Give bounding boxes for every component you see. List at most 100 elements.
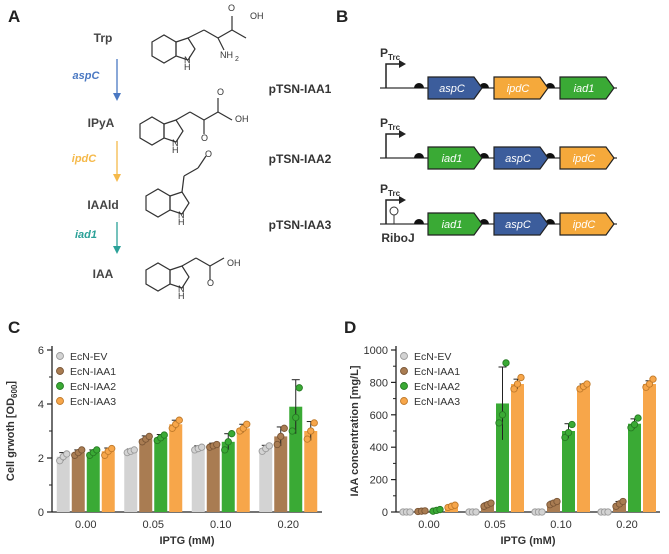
bar-ecn-iaa3 <box>101 451 115 512</box>
bar-ecn-iaa3 <box>236 428 250 512</box>
legend-label: EcN-EV <box>414 351 451 363</box>
y-tick-label: 800 <box>370 377 388 389</box>
ipya-o-top: O <box>217 87 224 97</box>
y-tick-label: 600 <box>370 410 388 422</box>
data-point <box>495 419 503 427</box>
iaa-structure <box>145 257 225 292</box>
bar-ecn-ev <box>124 451 138 512</box>
data-point <box>630 420 639 429</box>
enzyme-ipdc: ipdC <box>72 153 97 165</box>
data-point <box>273 440 281 449</box>
gene-label: ipdC <box>573 153 596 165</box>
data-point <box>310 419 318 427</box>
data-point <box>292 413 300 422</box>
constructs: pTSN-IAA1 PTrc aspC ipdC iad1 pTSN-IAA2 PTrc ia… <box>269 46 617 245</box>
data-point <box>228 430 236 438</box>
legend-label: EcN-IAA3 <box>414 396 460 408</box>
bar-ecn-iaa1 <box>274 436 288 512</box>
legend-marker <box>400 352 408 360</box>
panel-b-label: B <box>336 7 348 26</box>
gene-aspc <box>493 146 549 170</box>
legend-label: EcN-IAA1 <box>70 366 116 378</box>
trp-nh2: NH <box>220 50 233 60</box>
bar-ecn-iaa2 <box>628 423 641 512</box>
data-point <box>93 446 101 454</box>
data-point <box>583 380 591 388</box>
molecule-trp: Trp <box>94 31 113 45</box>
data-point <box>451 501 459 509</box>
bar-ecn-iaa3 <box>304 431 318 512</box>
panel-d-label: D <box>344 318 356 337</box>
bar-ecn-ev <box>191 448 205 512</box>
bar-ecn-iaa1 <box>613 503 626 512</box>
x-tick-label: 0.10 <box>550 519 571 531</box>
y-tick-label: 400 <box>370 442 388 454</box>
legend-marker <box>56 397 64 405</box>
iaa-n: N <box>178 284 185 294</box>
gene-label: ipdC <box>507 83 530 95</box>
data-point <box>568 420 576 429</box>
panel-a-label: A <box>8 7 20 26</box>
legend-label: EcN-IAA2 <box>414 381 460 393</box>
gene-iad1 <box>427 212 483 236</box>
ipya-structure <box>139 98 233 146</box>
ipya-oh: OH <box>235 114 249 124</box>
data-point <box>213 440 221 449</box>
riboj-loop <box>389 206 399 216</box>
gene-label: ipdC <box>573 219 596 231</box>
trp-o: O <box>228 3 235 13</box>
data-point <box>472 508 480 516</box>
bar-ecn-iaa1 <box>139 439 153 512</box>
x-tick-label: 0.05 <box>484 519 505 531</box>
data-point <box>561 433 569 442</box>
data-point <box>436 505 444 514</box>
data-point <box>295 384 303 392</box>
gene-aspc <box>493 212 549 236</box>
riboj-label: RiboJ <box>381 231 414 245</box>
bar-ecn-iaa3 <box>511 384 524 512</box>
bar-ecn-iaa2 <box>154 437 168 512</box>
legend-label: EcN-IAA2 <box>70 381 116 393</box>
gene-label: aspC <box>439 83 465 95</box>
ipya-n: N <box>172 138 179 148</box>
data-point <box>510 385 518 393</box>
construct-name: pTSN-IAA1 <box>269 82 332 96</box>
y-tick-label: 0 <box>38 507 44 519</box>
construct-ptsn-iaa1: pTSN-IAA1 PTrc aspC ipdC iad1 <box>269 46 617 100</box>
data-point <box>145 432 153 441</box>
trp-structure <box>151 16 247 64</box>
legend-label: EcN-IAA3 <box>70 396 116 408</box>
data-point <box>517 373 525 382</box>
data-point <box>502 359 510 367</box>
y-tick-label: 4 <box>38 399 44 411</box>
data-point <box>243 420 251 428</box>
data-point <box>63 450 71 458</box>
construct-ptsn-iaa3: pTSN-IAA3 PTrc RiboJ iad1 aspC ipdC <box>269 182 617 245</box>
trp-oh: OH <box>250 11 264 21</box>
data-point <box>513 380 522 388</box>
data-point <box>634 414 642 422</box>
promoter-arrowhead <box>399 196 406 204</box>
data-point <box>280 424 288 432</box>
y-tick-label: 200 <box>370 475 388 487</box>
legend: EcN-EV EcN-IAA1 EcN-IAA2 EcN-IAA3 <box>400 351 460 408</box>
x-tick-label: 0.20 <box>278 519 299 531</box>
data-point <box>221 446 229 454</box>
y-tick-label: 6 <box>38 345 44 357</box>
x-tick-label: 0.20 <box>616 519 637 531</box>
x-axis-label: IPTG (mM) <box>501 535 556 547</box>
construct-ptsn-iaa2: pTSN-IAA2 PTrc iad1 aspC ipdC <box>269 116 617 170</box>
legend-marker <box>56 367 64 375</box>
data-point <box>619 497 627 506</box>
bar-ecn-iaa1 <box>71 452 85 512</box>
data-point <box>307 427 315 435</box>
pathway: Trp IPyA IAAld IAA aspC ipdC iad1 <box>72 3 264 301</box>
bar-ecn-iaa1 <box>206 445 220 512</box>
trp-h: H <box>184 62 191 72</box>
legend-label: EcN-IAA1 <box>414 366 460 378</box>
bar-ecn-iaa2 <box>496 403 509 512</box>
iaa-h: H <box>178 291 185 301</box>
y-tick-label: 2 <box>38 453 44 465</box>
promoter-arrow <box>385 199 400 224</box>
